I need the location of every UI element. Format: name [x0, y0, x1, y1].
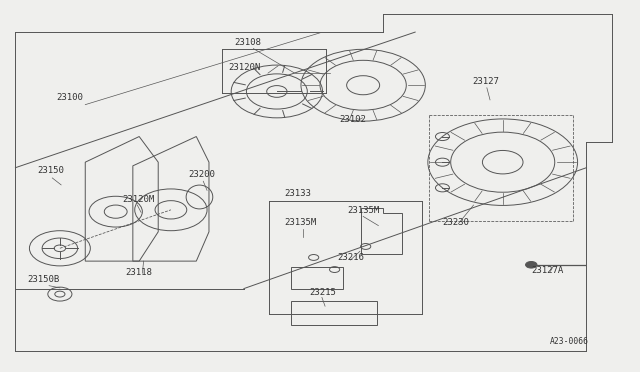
Text: 23100: 23100	[57, 93, 84, 102]
Text: 23120M: 23120M	[122, 195, 154, 203]
Text: A23-0066: A23-0066	[550, 337, 589, 346]
Text: 23127: 23127	[472, 77, 499, 86]
Text: 23118: 23118	[125, 268, 152, 277]
Text: 23133: 23133	[284, 189, 310, 198]
Text: 23216: 23216	[338, 253, 365, 262]
Circle shape	[525, 262, 537, 268]
Text: 23102: 23102	[339, 115, 366, 125]
Text: 23215: 23215	[309, 288, 336, 297]
Text: 23120N: 23120N	[228, 62, 260, 72]
Text: 23150: 23150	[38, 166, 65, 175]
Bar	[291, 267, 344, 289]
Text: 23150B: 23150B	[27, 275, 59, 284]
Text: 23127A: 23127A	[531, 266, 564, 275]
Bar	[291, 301, 377, 325]
Text: 23230: 23230	[442, 218, 469, 227]
Text: 23108: 23108	[234, 38, 261, 47]
Text: 23135M: 23135M	[348, 206, 380, 215]
Text: 23200: 23200	[188, 170, 215, 179]
Text: 23135M: 23135M	[284, 218, 316, 227]
